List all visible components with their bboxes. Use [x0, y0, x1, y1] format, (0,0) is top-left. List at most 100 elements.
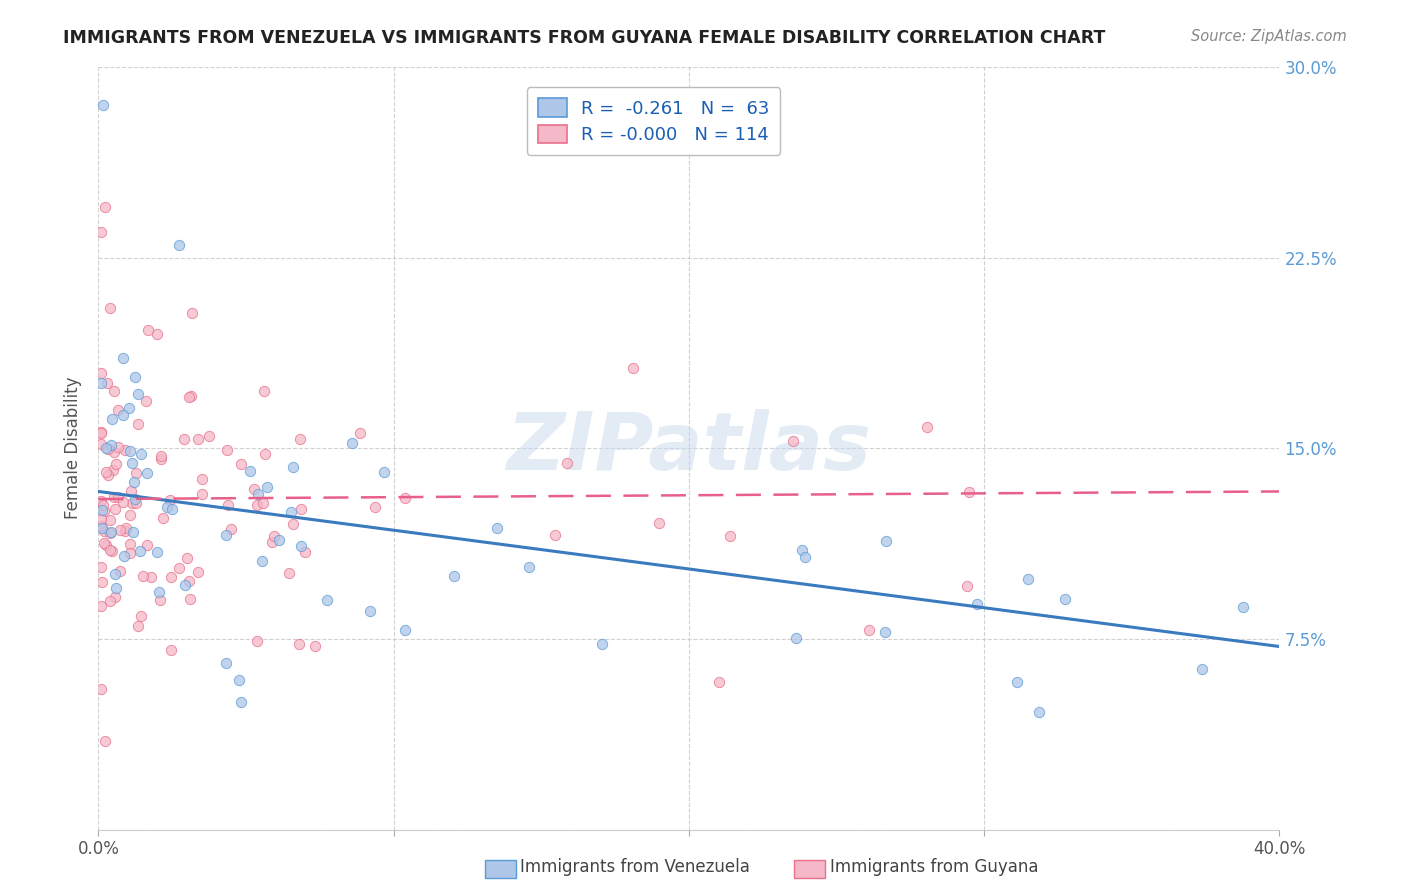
Point	[100, 525, 122, 540]
Point	[148, 584, 170, 599]
Point	[215, 528, 238, 542]
Point	[621, 361, 644, 376]
Point	[229, 695, 252, 709]
Point	[124, 466, 146, 480]
Point	[90, 518, 112, 533]
Point	[246, 498, 269, 512]
Point	[288, 637, 311, 651]
Point	[90, 437, 112, 451]
Point	[127, 387, 149, 401]
Point	[120, 546, 142, 560]
Point	[159, 643, 181, 657]
Point	[100, 594, 122, 608]
Point	[90, 425, 112, 440]
Point	[160, 570, 183, 584]
Point	[543, 527, 565, 541]
Point	[90, 512, 112, 526]
Point	[98, 543, 121, 558]
Point	[91, 575, 114, 590]
Point	[112, 549, 135, 563]
Point	[1017, 572, 1039, 586]
Point	[90, 376, 112, 390]
Point	[94, 441, 117, 455]
Point	[228, 673, 250, 688]
Point	[260, 535, 283, 549]
Point	[290, 502, 312, 516]
Point	[160, 502, 183, 516]
Point	[253, 447, 276, 461]
Point	[875, 534, 897, 549]
Point	[217, 498, 239, 512]
Point	[187, 433, 209, 447]
Point	[93, 524, 115, 538]
Point	[90, 560, 112, 574]
Text: Immigrants from Guyana: Immigrants from Guyana	[830, 858, 1038, 876]
Point	[101, 412, 124, 426]
Point	[215, 656, 238, 670]
Point	[167, 560, 190, 574]
Point	[277, 566, 299, 580]
Point	[98, 525, 121, 540]
Point	[394, 491, 416, 505]
Point	[159, 492, 181, 507]
Point	[90, 681, 112, 696]
Point	[127, 619, 149, 633]
Point	[394, 624, 416, 638]
Point	[114, 524, 136, 538]
Point	[1007, 674, 1029, 689]
Point	[112, 409, 135, 423]
Point	[181, 306, 204, 320]
Point	[107, 440, 129, 454]
Point	[485, 521, 508, 535]
Point	[94, 466, 117, 480]
Point	[90, 494, 112, 508]
Point	[120, 508, 142, 523]
Point	[373, 466, 395, 480]
Point	[124, 475, 146, 489]
Point	[957, 484, 980, 499]
Point	[97, 442, 120, 456]
Point	[93, 504, 115, 518]
Point	[118, 537, 141, 551]
Point	[364, 500, 387, 515]
Point	[127, 417, 149, 432]
Point	[129, 608, 152, 623]
Point	[146, 326, 169, 341]
Point	[93, 536, 115, 550]
Point	[349, 425, 371, 440]
Point	[215, 442, 238, 457]
Point	[269, 533, 291, 547]
Point	[1054, 591, 1077, 606]
Point	[104, 566, 127, 581]
Point	[180, 389, 202, 403]
Point	[782, 434, 804, 448]
Legend: R =  -0.261   N =  63, R = -0.000   N = 114: R = -0.261 N = 63, R = -0.000 N = 114	[527, 87, 780, 155]
Point	[246, 633, 269, 648]
Point	[281, 460, 304, 475]
Point	[1028, 705, 1050, 719]
Point	[174, 578, 197, 592]
Point	[718, 529, 741, 543]
Point	[443, 569, 465, 583]
Point	[187, 565, 209, 579]
Text: Immigrants from Venezuela: Immigrants from Venezuela	[520, 858, 749, 876]
Point	[190, 486, 212, 500]
Point	[128, 544, 150, 558]
Point	[517, 559, 540, 574]
Text: Source: ZipAtlas.com: Source: ZipAtlas.com	[1191, 29, 1347, 44]
Point	[124, 492, 146, 507]
Point	[90, 225, 112, 239]
Point	[91, 98, 114, 112]
Point	[555, 456, 578, 470]
Point	[785, 632, 807, 646]
Point	[149, 593, 172, 607]
Point	[93, 733, 115, 747]
Point	[858, 623, 880, 637]
Point	[304, 639, 326, 653]
Point	[873, 624, 896, 639]
Point	[591, 637, 613, 651]
Point	[131, 569, 153, 583]
Point	[98, 513, 121, 527]
Point	[315, 593, 337, 607]
Point	[340, 435, 363, 450]
